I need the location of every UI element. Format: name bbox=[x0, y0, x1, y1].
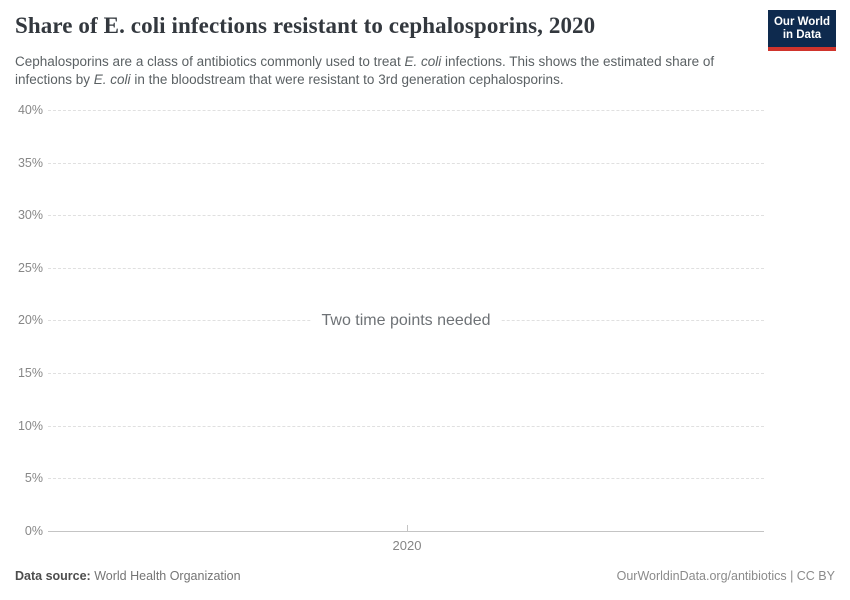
gridline bbox=[48, 215, 764, 216]
y-axis-tick-label: 25% bbox=[17, 261, 43, 275]
owid-logo-line1: Our World bbox=[773, 16, 830, 28]
gridline bbox=[48, 110, 764, 111]
data-source-label: Data source: bbox=[15, 569, 91, 583]
chart-title: Share of E. coli infections resistant to… bbox=[15, 13, 596, 38]
data-source: Data source: World Health Organization bbox=[15, 569, 241, 583]
x-axis-line bbox=[48, 531, 764, 532]
attribution-link[interactable]: OurWorldinData.org/antibiotics | CC BY bbox=[616, 569, 835, 583]
y-axis-tick-label: 5% bbox=[24, 471, 43, 485]
gridline bbox=[48, 163, 764, 164]
subtitle-text: Cephalosporins are a class of antibiotic… bbox=[15, 54, 405, 69]
subtitle-italic-ecoli: E. coli bbox=[93, 72, 131, 87]
no-data-message: Two time points needed bbox=[311, 310, 501, 332]
gridline bbox=[48, 268, 764, 269]
chart-subtitle: Cephalosporins are a class of antibiotic… bbox=[15, 53, 731, 89]
subtitle-text: infections. This shows the estimated sha… bbox=[15, 54, 715, 87]
y-axis-tick-label: 30% bbox=[17, 208, 43, 222]
y-axis-tick-label: 15% bbox=[17, 366, 43, 380]
chart-footer: Data source: World Health Organization O… bbox=[15, 569, 835, 583]
subtitle-italic-ecoli: E. coli bbox=[404, 54, 442, 69]
gridline bbox=[48, 478, 764, 479]
y-axis-tick-label: 0% bbox=[24, 524, 43, 538]
y-axis-tick-label: 35% bbox=[17, 156, 43, 170]
y-axis-tick-label: 20% bbox=[17, 313, 43, 327]
x-axis-tick-label: 2020 bbox=[392, 538, 422, 553]
y-axis-tick-label: 10% bbox=[17, 419, 43, 433]
subtitle-text: in the bloodstream that were resistant t… bbox=[130, 72, 564, 87]
owid-logo[interactable]: Our World in Data bbox=[768, 10, 836, 51]
gridline bbox=[48, 373, 764, 374]
data-source-value: World Health Organization bbox=[94, 569, 241, 583]
owid-logo-line2: in Data bbox=[782, 29, 822, 41]
x-axis-tick-mark bbox=[407, 525, 408, 531]
y-axis-tick-label: 40% bbox=[17, 103, 43, 117]
gridline bbox=[48, 426, 764, 427]
